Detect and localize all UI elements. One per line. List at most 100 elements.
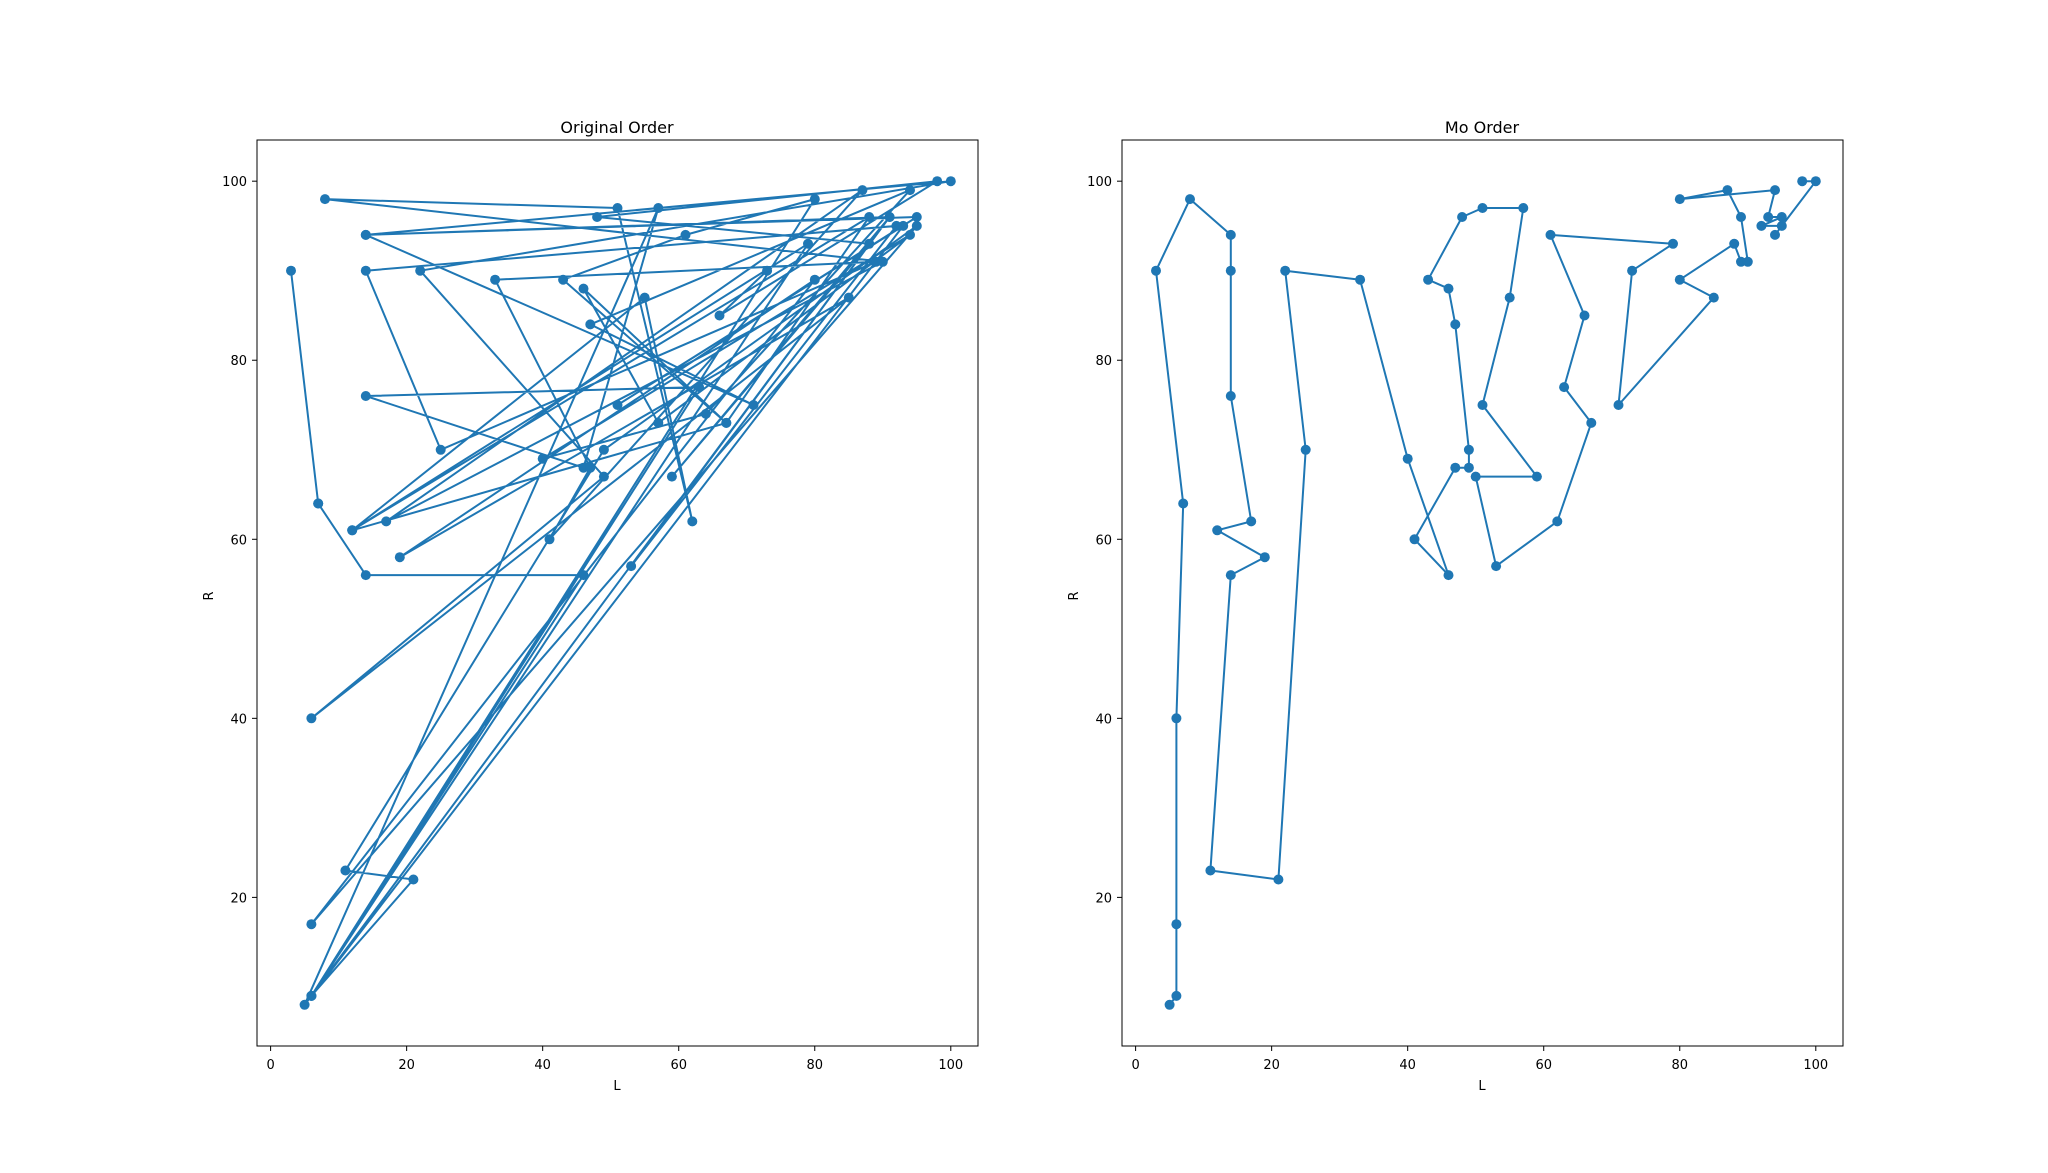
data-point-17 (598, 471, 609, 482)
y-axis-label: R (1067, 591, 1082, 600)
data-point-13 (911, 212, 922, 222)
data-point-51 (1674, 194, 1685, 205)
data-point-68 (714, 310, 725, 321)
data-point-19 (1402, 453, 1413, 464)
data-point-12 (612, 400, 623, 410)
data-point-49 (809, 194, 820, 205)
data-point-30 (891, 220, 902, 231)
chart-original-order: Original Order L R 0 20 40 60 80 100 20 40 60 80 1… (202, 118, 979, 1094)
data-point-19 (843, 292, 854, 303)
data-point-51 (803, 238, 813, 249)
chart-title: Mo Order (1445, 118, 1520, 137)
data-point-27 (1423, 274, 1434, 285)
x-tick-label: 20 (398, 1058, 415, 1073)
data-point-0 (286, 265, 296, 276)
y-tick-label: 100 (222, 175, 247, 190)
data-point-56 (1776, 220, 1787, 231)
data-point-57 (1770, 229, 1780, 240)
data-point-63 (884, 212, 895, 222)
data-point-40 (1545, 229, 1556, 240)
data-point-21 (809, 274, 820, 285)
data-point-43 (639, 292, 650, 303)
data-point-33 (1531, 471, 1542, 482)
x-tick-label: 40 (534, 1058, 551, 1073)
data-point-7 (1225, 229, 1236, 240)
data-point-55 (1756, 220, 1767, 231)
data-point-59 (905, 185, 915, 196)
data-point-39 (1579, 310, 1590, 321)
data-point-29 (1477, 203, 1488, 213)
y-tick-label: 100 (1087, 175, 1112, 190)
data-point-54 (1776, 212, 1787, 222)
data-point-32 (435, 444, 446, 455)
data-point-20 (394, 552, 405, 563)
data-point-23 (911, 220, 922, 231)
x-tick-label: 0 (1131, 1058, 1139, 1073)
data-point-58 (700, 408, 711, 419)
data-point-64 (666, 471, 677, 482)
data-point-67 (932, 176, 943, 187)
x-tick-label: 40 (1399, 1058, 1416, 1073)
data-point-48 (1742, 256, 1753, 267)
data-point-15 (1273, 874, 1284, 885)
data-point-36 (1552, 516, 1563, 527)
data-point-3 (360, 570, 371, 581)
data-point-39 (877, 256, 888, 267)
data-point-40 (320, 194, 330, 205)
data-point-54 (578, 283, 589, 294)
data-point-7 (360, 391, 371, 401)
data-point-6 (1185, 194, 1195, 205)
data-point-24 (598, 444, 609, 455)
data-point-16 (1300, 444, 1311, 455)
data-point-46 (1729, 238, 1740, 249)
data-point-9 (1225, 391, 1236, 401)
chart-title: Original Order (560, 118, 674, 137)
data-point-9 (653, 203, 664, 213)
x-tick-label: 80 (1671, 1058, 1688, 1073)
data-point-8 (1225, 265, 1236, 276)
data-point-42 (687, 516, 698, 527)
x-axis-label: L (1478, 1079, 1486, 1094)
data-point-52 (1770, 185, 1780, 196)
data-point-4 (578, 570, 589, 581)
data-point-35 (585, 462, 596, 473)
x-tick-label: 80 (806, 1058, 823, 1073)
data-point-69 (762, 265, 773, 276)
x-axis-label: L (613, 1079, 621, 1094)
y-tick-label: 40 (1095, 712, 1112, 727)
data-point-4 (1178, 498, 1189, 509)
data-point-11 (1212, 525, 1223, 536)
data-point-29 (626, 561, 637, 572)
data-point-18 (1355, 274, 1366, 285)
data-point-50 (1722, 185, 1733, 196)
data-point-53 (721, 417, 732, 428)
data-point-35 (1491, 561, 1502, 572)
data-point-62 (360, 229, 371, 240)
data-point-26 (1443, 283, 1454, 294)
data-point-52 (347, 525, 358, 536)
data-point-61 (748, 400, 759, 410)
x-tick-label: 100 (1803, 1058, 1828, 1073)
data-point-41 (1668, 238, 1678, 249)
y-tick-label: 80 (1095, 354, 1112, 369)
chart-mo-order: Mo Order L R 0 20 40 60 80 100 20 40 60 80 100 (1067, 118, 1844, 1094)
data-point-10 (1246, 516, 1257, 527)
x-tick-label: 0 (266, 1058, 274, 1073)
data-point-18 (306, 713, 317, 724)
data-point-13 (1225, 570, 1236, 581)
data-point-28 (1457, 212, 1468, 222)
x-tick-label: 60 (1535, 1058, 1552, 1073)
data-point-5 (1151, 265, 1161, 276)
data-point-36 (544, 534, 555, 545)
data-point-20 (1443, 570, 1454, 581)
axis-ticks: 0 20 40 60 80 100 20 40 60 80 100 (1087, 175, 1828, 1073)
data-point-31 (1504, 292, 1515, 303)
y-tick-label: 20 (1095, 891, 1112, 906)
data-point-6 (694, 382, 705, 393)
data-point-25 (340, 865, 351, 876)
axes-frame (1121, 139, 1844, 1047)
data-point-32 (1477, 400, 1488, 410)
data-point-24 (1463, 444, 1474, 455)
y-tick-label: 40 (230, 712, 247, 727)
